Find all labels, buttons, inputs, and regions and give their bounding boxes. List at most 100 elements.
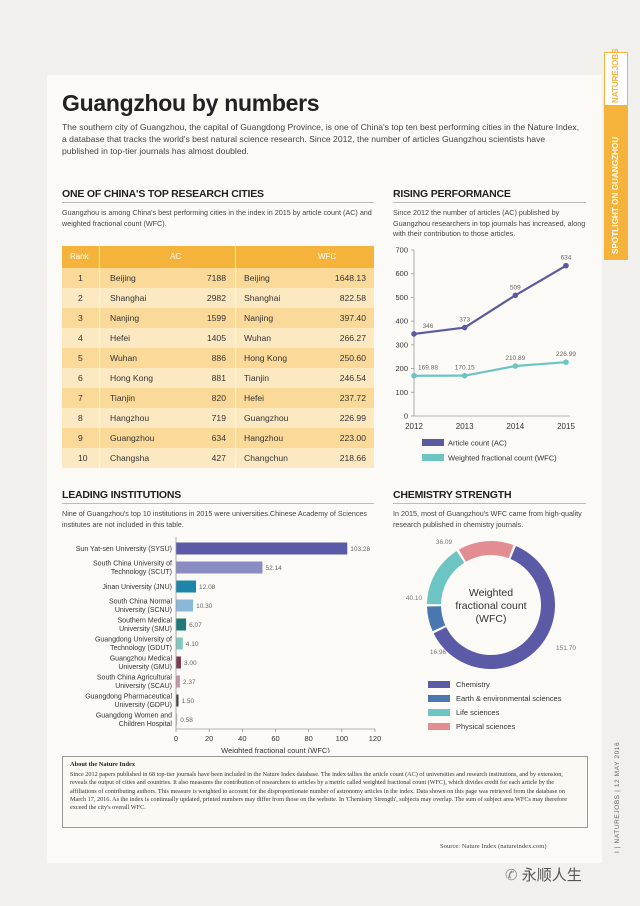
- cell-wfc-value: 1648.13: [334, 273, 366, 283]
- data-point: [411, 331, 417, 337]
- category-label: Guangdong University of: [95, 637, 172, 644]
- cell-rank: 6: [78, 373, 83, 383]
- bar: [176, 618, 187, 631]
- data-point: [461, 324, 468, 331]
- bar: [176, 637, 183, 650]
- header-rank: Rank: [70, 252, 89, 261]
- cell-ac-city: Hong Kong: [110, 373, 154, 383]
- bar-value-label: 52.14: [265, 565, 282, 572]
- cell-ac-city: Tianjin: [110, 393, 135, 403]
- data-label: 346: [423, 323, 434, 330]
- x-tick-label: 2013: [456, 422, 474, 431]
- legend-swatch: [422, 454, 444, 461]
- cell-rank: 9: [78, 433, 83, 443]
- bar-value-label: 12.08: [199, 584, 216, 591]
- about-box: About the Nature Index Since 2012 papers…: [62, 756, 588, 828]
- cell-ac-value: 719: [211, 413, 226, 423]
- cell-wfc-value: 223.00: [339, 433, 366, 443]
- cell-wfc-city: Shanghai: [244, 293, 281, 303]
- table-row: 7 Tianjin 820 Hefei 237.72: [62, 388, 374, 408]
- legend-swatch: [428, 709, 450, 716]
- legend-label: Weighted fractional count (WFC): [448, 454, 557, 463]
- bar-value-label: 103.28: [350, 546, 370, 553]
- legend-label: Life sciences: [456, 708, 500, 717]
- x-tick-label: 2015: [557, 422, 575, 431]
- page-panel: [47, 75, 602, 863]
- section-title-top-cities: ONE OF CHINA'S TOP RESEARCH CITIES: [62, 188, 264, 200]
- cell-ac-value: 886: [211, 353, 226, 363]
- bar-value-label: 6.07: [189, 622, 202, 629]
- chemistry-donut-chart: 151.70 16.96 40.10 36.09 Weightedfractional …: [406, 539, 576, 669]
- bar: [176, 694, 179, 707]
- x-tick-label: 2012: [405, 422, 423, 431]
- cell-ac-city: Changsha: [110, 453, 150, 463]
- y-tick-label: 300: [395, 340, 408, 349]
- data-point: [461, 372, 468, 379]
- page-title: Guangzhou by numbers: [62, 90, 320, 116]
- category-label: University (SCNU): [115, 607, 172, 614]
- legend-label: Article count (AC): [448, 439, 507, 448]
- header-ac: AC: [170, 252, 182, 261]
- slice-value-label: 40.10: [406, 595, 423, 602]
- data-label: 509: [510, 284, 521, 291]
- section-desc-rising: Since 2012 the number of articles (AC) p…: [393, 208, 586, 238]
- legend-label: Earth & environmental sciences: [456, 694, 562, 703]
- y-tick-label: 500: [395, 293, 408, 302]
- x-tick-label: 60: [271, 734, 279, 743]
- wechat-icon: ✆: [505, 867, 522, 884]
- section-title-chemistry: CHEMISTRY STRENGTH: [393, 489, 512, 501]
- section-title-institutions: LEADING INSTITUTIONS: [62, 489, 182, 501]
- cell-rank: 7: [78, 393, 83, 403]
- intro-text: The southern city of Guangzhou, the capi…: [62, 122, 580, 156]
- category-label: Technology (GDUT): [110, 645, 172, 652]
- cell-ac-city: Hefei: [110, 333, 131, 343]
- cell-ac-city: Wuhan: [110, 353, 138, 363]
- category-label: Children Hospital: [119, 721, 173, 728]
- bar: [176, 561, 263, 574]
- data-point: [563, 359, 569, 365]
- donut-center-label: fractional count: [455, 600, 526, 612]
- slice-value-label: 151.70: [556, 645, 576, 652]
- brand-text: NATUREJOBS: [611, 48, 620, 103]
- naturejobs-tab: NATUREJOBS: [604, 48, 628, 106]
- donut-center-label: Weighted: [469, 587, 513, 599]
- about-heading: About the Nature Index: [70, 761, 136, 768]
- source-note: Source: Nature Index (natureindex.com): [440, 843, 547, 850]
- cell-wfc-city: Hong Kong: [244, 353, 288, 363]
- category-label: Guangdong Women and: [96, 713, 172, 720]
- column-divider: [235, 246, 236, 468]
- cell-ac-city: Guangzhou: [110, 433, 155, 443]
- cell-wfc-city: Beijing: [244, 273, 270, 283]
- category-label: Technology (SCUT): [111, 569, 172, 576]
- table-row: 3 Nanjing 1599 Nanjing 397.40: [62, 308, 374, 328]
- table-row: 10 Changsha 427 Changchun 218.66: [62, 448, 374, 468]
- legend-swatch: [428, 681, 450, 688]
- spotlight-label: SPOTLIGHT ON GUANGZHOU: [611, 136, 620, 254]
- slice-value-label: 16.96: [430, 649, 447, 656]
- cell-wfc-value: 822.58: [339, 293, 366, 303]
- section-desc-chemistry: In 2015, most of Guangzhou's WFC came fr…: [393, 509, 582, 529]
- cell-ac-value: 634: [211, 433, 226, 443]
- bar-value-label: 1.50: [181, 698, 194, 705]
- bar-value-label: 4.10: [186, 641, 199, 648]
- x-tick-label: 20: [205, 734, 213, 743]
- data-label: 170.15: [455, 365, 475, 372]
- divider: [393, 503, 586, 504]
- data-label: 373: [459, 317, 470, 324]
- donut-slice: [427, 550, 465, 605]
- leading-institutions-bar-chart: Sun Yat-sen University (SYSU) 103.28 South…: [76, 537, 382, 753]
- about-body: Since 2012 papers published in 68 top-ti…: [70, 771, 567, 812]
- table-row: 8 Hangzhou 719 Guangzhou 226.99: [62, 408, 374, 428]
- data-label: 169.88: [418, 365, 438, 372]
- bar: [176, 713, 178, 726]
- y-tick-label: 600: [395, 269, 408, 278]
- cell-wfc-city: Guangzhou: [244, 413, 289, 423]
- legend-swatch: [428, 695, 450, 702]
- section-desc-top-cities: Guangzhou is among China's best performi…: [62, 208, 372, 228]
- data-label: 210.89: [505, 355, 525, 362]
- side-tab: NATUREJOBS SPOTLIGHT ON GUANGZHOU: [604, 48, 628, 260]
- x-tick-label: 120: [369, 734, 382, 743]
- legend-label: Chemistry: [456, 680, 490, 689]
- bar-value-label: 10.30: [196, 603, 213, 610]
- y-tick-label: 200: [395, 364, 408, 373]
